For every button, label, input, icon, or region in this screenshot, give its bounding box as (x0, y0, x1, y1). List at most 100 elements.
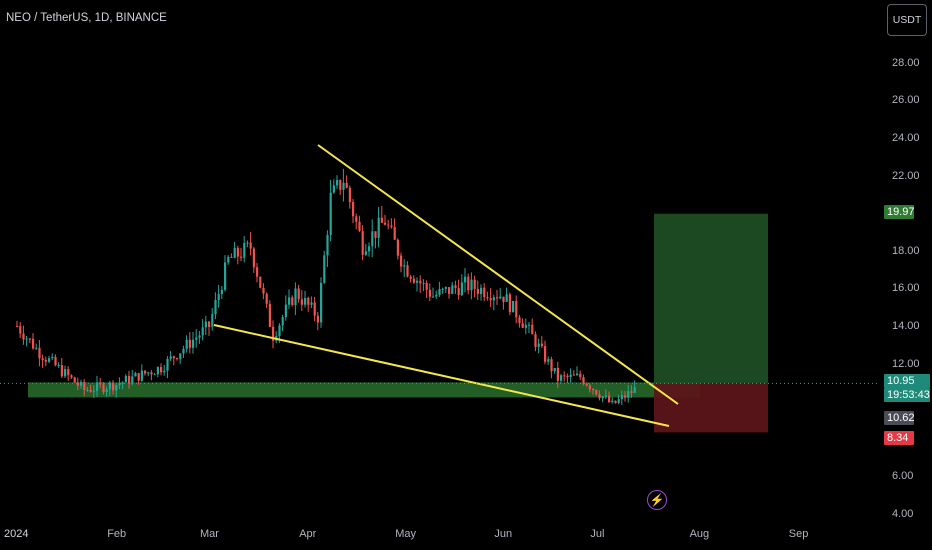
time-tick-label: 2024 (4, 528, 29, 540)
candle-body (246, 242, 249, 244)
price-tick-label: 16.00 (892, 282, 920, 295)
candle-body (262, 287, 265, 294)
candle-body (515, 300, 518, 318)
candle-body (51, 356, 54, 359)
candle-body (144, 370, 147, 374)
candle-body (22, 333, 25, 340)
resistance-trendline (317, 144, 679, 405)
time-tick-label: Jun (494, 528, 513, 540)
candle-body (76, 382, 79, 386)
candle-body (342, 182, 345, 190)
candle-body (220, 289, 223, 295)
candle-body (19, 326, 22, 334)
candle-body (80, 382, 83, 386)
candle-body (124, 376, 127, 383)
candle-body (166, 358, 169, 371)
candle-body (601, 396, 604, 399)
candle-body (614, 400, 617, 403)
candle-body (28, 338, 31, 340)
candle-body (224, 262, 227, 290)
candle-body (560, 375, 563, 381)
candle-body (249, 242, 252, 249)
candle-body (297, 288, 300, 300)
event-marker[interactable]: ⚡ (647, 490, 667, 510)
candle-body (348, 187, 351, 203)
candle-body (521, 323, 524, 328)
candle-body (425, 282, 428, 290)
chart-area[interactable] (0, 0, 880, 520)
stop-price-badge: 8.34 (884, 431, 914, 445)
candle-body (323, 255, 326, 283)
candle-body (192, 339, 195, 348)
time-tick-label: Sep (788, 528, 809, 540)
price-tick-label: 14.00 (892, 320, 920, 332)
candle-body (576, 373, 579, 376)
candle-body (534, 334, 537, 347)
candle-body (451, 285, 454, 294)
candle-body (355, 216, 358, 222)
candle-body (502, 296, 505, 302)
candle-body (320, 282, 323, 323)
price-chart[interactable] (0, 0, 880, 520)
price-tick-label: 18.00 (892, 244, 920, 257)
candle-body (44, 359, 47, 362)
candle-body (393, 226, 396, 240)
candle-body (566, 375, 569, 378)
candle-body (188, 339, 191, 348)
last-price-badge: 10.95 (884, 374, 930, 388)
candle-body (73, 377, 76, 383)
candle-body (172, 356, 175, 359)
candle-body (419, 280, 422, 284)
time-scale[interactable]: 2024 Feb Mar Apr May Jun Jul Aug Sep (0, 520, 880, 550)
stop-zone (654, 383, 768, 433)
candle-body (153, 374, 156, 376)
candle-body (137, 373, 140, 381)
candle-body (108, 382, 111, 390)
target-price-badge: 19.97 (884, 205, 915, 219)
candle-body (268, 303, 271, 327)
price-scale[interactable]: 28.00 26.00 24.00 22.00 18.00 16.00 14.00 12.00… (880, 0, 932, 520)
candle-body (310, 302, 313, 305)
candle-body (358, 221, 361, 231)
candle-body (256, 267, 259, 277)
candle-body (476, 288, 479, 294)
candle-body (240, 256, 243, 258)
candle-body (483, 287, 486, 298)
candle-body (403, 265, 406, 267)
candle-body (86, 389, 89, 391)
candle-body (121, 382, 124, 384)
candle-body (592, 389, 595, 391)
time-tick-label: Jul (590, 528, 605, 540)
candle-body (531, 324, 534, 335)
candle-body (633, 387, 636, 393)
candle-body (547, 359, 550, 362)
candle-body (41, 358, 44, 360)
candle-body (307, 297, 310, 305)
candle-body (156, 367, 159, 375)
candle-body (118, 383, 121, 385)
candle-body (630, 391, 633, 393)
currency-button[interactable]: USDT (887, 4, 927, 36)
candle-body (281, 316, 284, 326)
candle-body (211, 314, 214, 327)
candle-body (96, 382, 99, 391)
candle-body (579, 373, 582, 378)
candle-body (204, 321, 207, 328)
candle-body (460, 282, 463, 296)
candle-body (582, 377, 585, 384)
candle-body (163, 370, 166, 373)
candle-body (64, 369, 67, 377)
candle-body (540, 343, 543, 347)
candle-body (214, 300, 217, 315)
candle-body (230, 256, 233, 258)
candle-body (92, 390, 95, 392)
candle-body (361, 230, 364, 255)
candle-body (32, 338, 35, 349)
candle-body (457, 288, 460, 296)
symbol-title[interactable]: NEO / TetherUS, 1D, BINANCE (6, 12, 167, 24)
candle-body (406, 265, 409, 277)
candle-body (441, 288, 444, 290)
countdown-badge: 19:53:43 (884, 388, 930, 402)
current-price-badge: 10.62 (884, 411, 915, 425)
candle-body (16, 326, 19, 327)
